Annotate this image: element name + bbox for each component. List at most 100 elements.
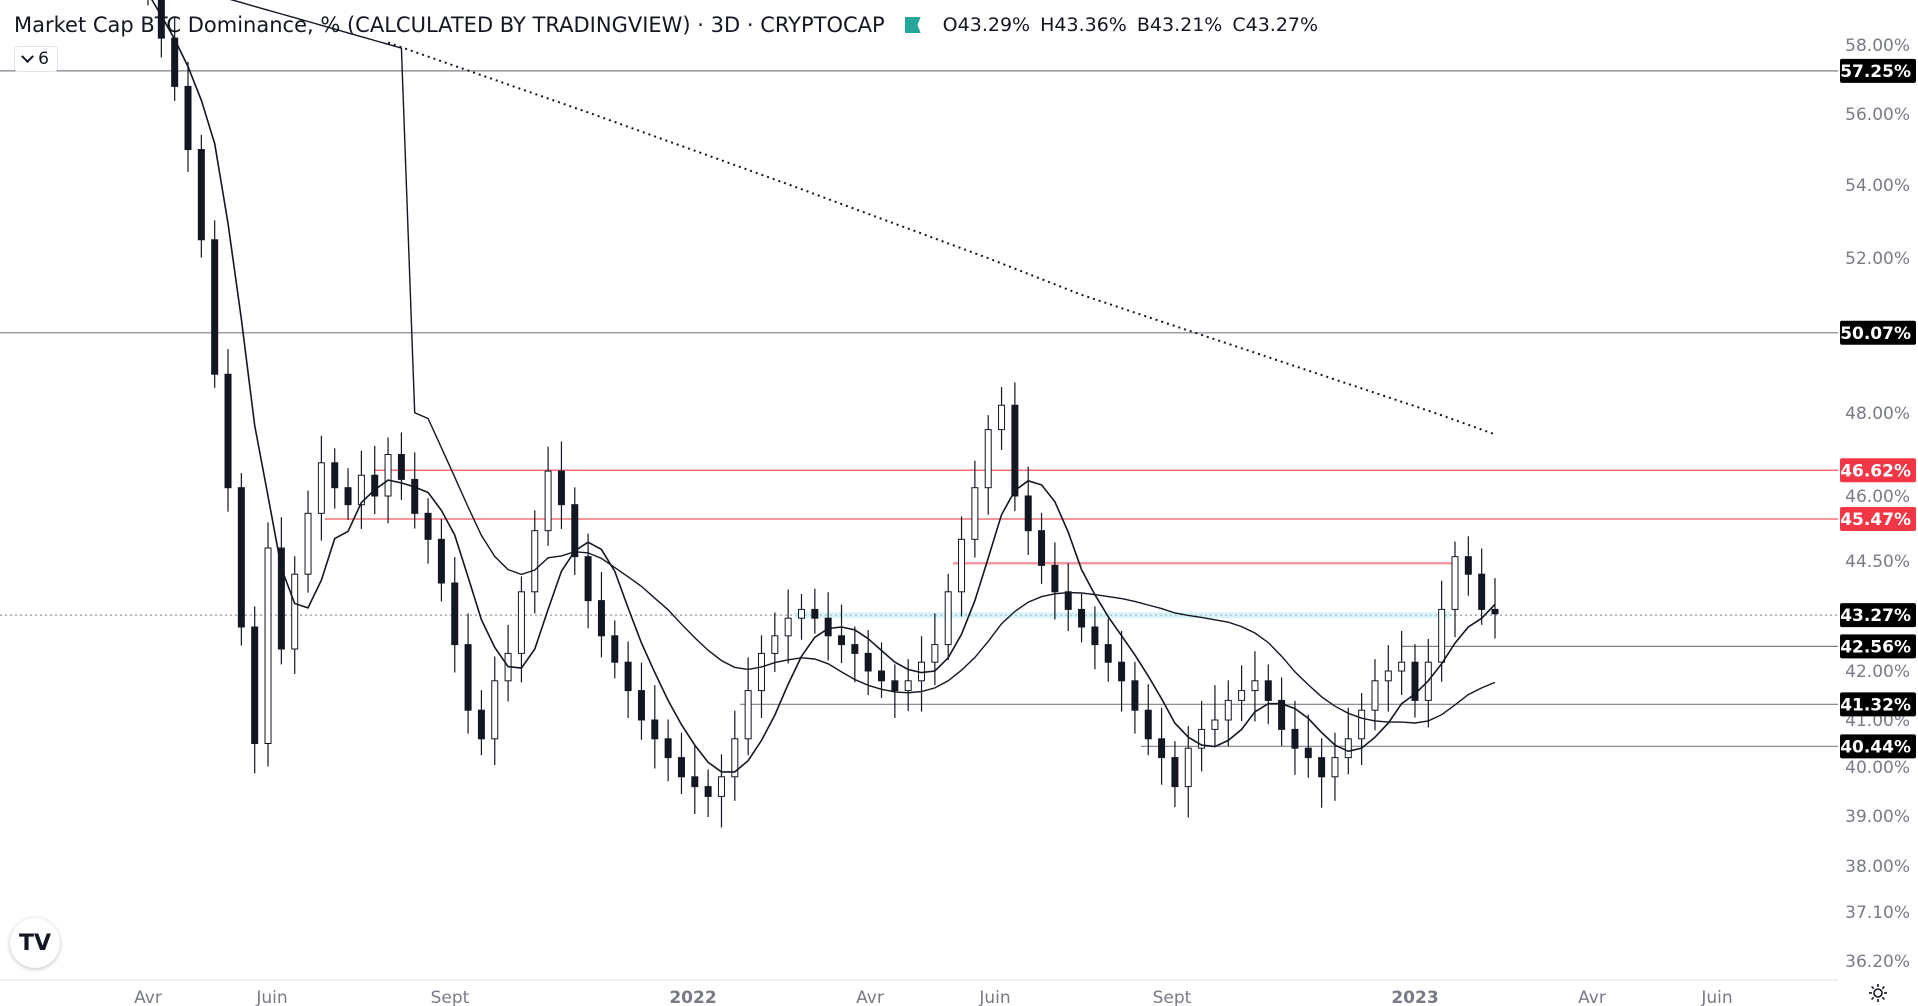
candle-body [958, 538, 966, 593]
y-tick-label: 36.20% [1845, 952, 1910, 972]
candle-body [531, 530, 539, 593]
candle-body [571, 504, 579, 558]
candle-body [1251, 680, 1259, 692]
candle-body [1291, 728, 1299, 749]
level-label-box [1840, 506, 1916, 531]
level-label-box [1840, 692, 1916, 717]
x-tick-label: Juin [978, 988, 1010, 1006]
candle-body [397, 454, 405, 480]
candle-body [157, 0, 165, 39]
tradingview-logo[interactable]: TV [10, 918, 60, 968]
level-label: 57.25% [1840, 62, 1911, 82]
candle-body [1171, 757, 1179, 788]
chart-header: Market Cap BTC Dominance, % (CALCULATED … [14, 10, 1318, 40]
y-tick-label: 46.00% [1845, 487, 1910, 507]
candle-body [451, 582, 459, 646]
level-label: 43.27% [1840, 606, 1911, 626]
candle-body [1358, 709, 1366, 740]
candle-body [797, 608, 805, 619]
x-tick-label: Sept [431, 988, 470, 1006]
candle-body [637, 690, 645, 721]
ma-short-line [151, 0, 1496, 773]
level-label-box [1840, 634, 1916, 659]
candle-body [211, 239, 219, 375]
candles [147, 0, 1499, 828]
symbol-title[interactable]: Market Cap BTC Dominance, % (CALCULATED … [14, 13, 885, 37]
candle-body [757, 652, 765, 692]
gear-icon[interactable] [1868, 983, 1888, 1003]
candle-body [1024, 495, 1032, 532]
level-label-box [1840, 603, 1916, 628]
candle-body [984, 429, 992, 489]
candle-body [1131, 680, 1139, 711]
candle-body [291, 573, 299, 650]
candle-body [1038, 530, 1046, 566]
candle-body [1384, 670, 1392, 682]
candle-body [811, 608, 819, 619]
flag-icon[interactable] [904, 17, 921, 33]
y-tick-label: 58.00% [1845, 36, 1910, 56]
chevron-down-icon [21, 49, 34, 63]
candle-body [1011, 404, 1019, 497]
candle-body [1224, 699, 1232, 721]
level-label: 46.62% [1840, 461, 1911, 481]
candle-body [357, 474, 365, 506]
candle-body [744, 690, 752, 740]
candle-body [237, 487, 245, 628]
candle-body [384, 454, 392, 497]
candle-body [677, 757, 685, 778]
x-tick-label: Avr [856, 988, 884, 1006]
y-tick-label: 52.00% [1845, 249, 1910, 269]
y-tick-label: 48.00% [1845, 404, 1910, 424]
ma-mid-line [229, 0, 1496, 724]
candle-body [944, 591, 952, 646]
candle-body [557, 470, 565, 506]
candle-body [317, 462, 325, 514]
candle-body [371, 474, 379, 497]
indicators-toggle-button[interactable]: 6 [14, 46, 58, 72]
candle-body [464, 644, 472, 711]
candle-body [1411, 661, 1419, 701]
x-tick-label: Juin [255, 988, 287, 1006]
candle-body [611, 635, 619, 663]
candle-body [771, 635, 779, 654]
candle-body [784, 617, 792, 637]
candle-body [1344, 738, 1352, 759]
indicator-count: 6 [38, 49, 49, 69]
candle-body [251, 626, 259, 744]
level-label-box [1840, 458, 1916, 483]
candle-body [197, 149, 205, 241]
ohlc-open: O43.29% [942, 14, 1031, 36]
candle-body [264, 547, 272, 744]
y-tick-label: 42.00% [1845, 662, 1910, 682]
logo-text: TV [18, 930, 52, 956]
candle-body [838, 635, 846, 646]
level-label: 45.47% [1840, 510, 1911, 530]
candle-body [971, 487, 979, 540]
candle-body [1318, 757, 1326, 778]
candle-body [304, 512, 312, 575]
candle-body [224, 373, 232, 489]
ohlc-close: C43.27% [1232, 14, 1319, 36]
x-tick-label: Sept [1153, 988, 1192, 1006]
candle-body [1451, 556, 1459, 610]
candle-body [477, 709, 485, 740]
x-tick-label: Avr [1578, 988, 1606, 1006]
x-tick-label: Juin [1700, 988, 1732, 1006]
candle-body [1051, 564, 1059, 593]
candle-body [1304, 747, 1312, 759]
candle-body [491, 680, 499, 740]
candle-body [1184, 747, 1192, 788]
y-tick-label: 56.00% [1845, 105, 1910, 125]
candle-body [1118, 661, 1126, 682]
candle-body [1198, 728, 1206, 749]
price-scale [1838, 0, 1918, 1006]
candle-body [1371, 680, 1379, 711]
candle-body [1211, 719, 1219, 730]
candle-body [624, 661, 632, 692]
ohlc-legend: O43.29% H43.36% B43.21% C43.27% [943, 14, 1318, 36]
candle-body [437, 538, 445, 584]
candle-body [584, 556, 592, 602]
candle-body [517, 591, 525, 654]
